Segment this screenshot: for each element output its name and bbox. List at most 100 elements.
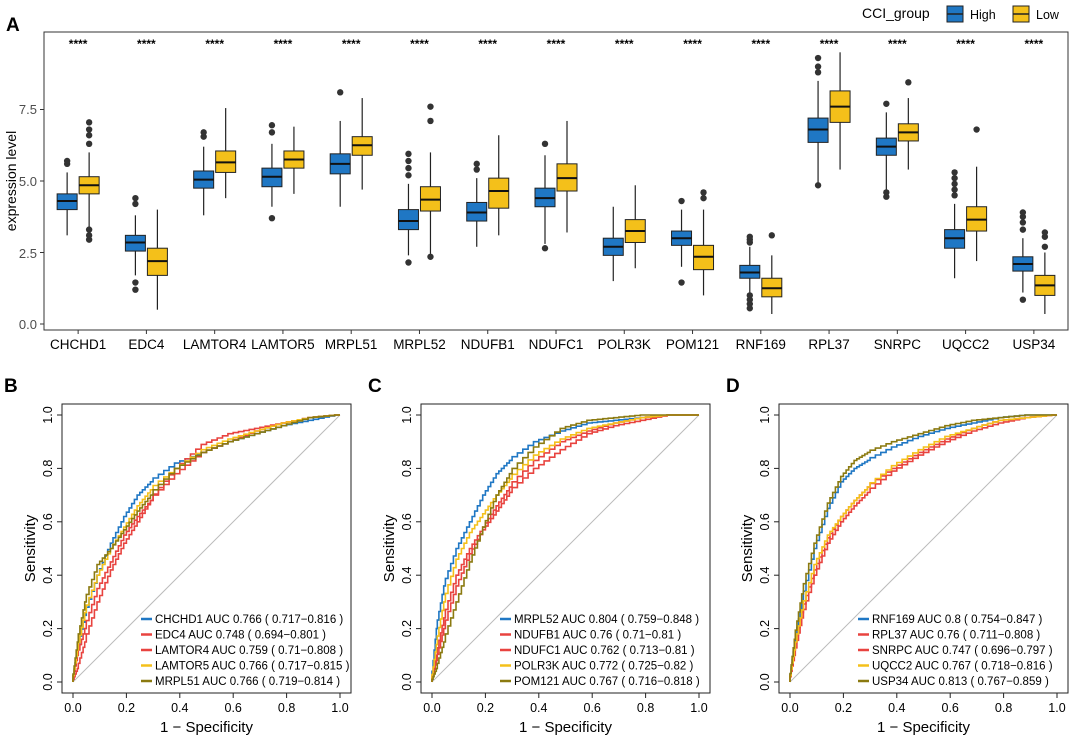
panel-d: D 0.0 0.0 0.2 0.2 0.4 0.4 0.6 0.6 0.8 0.8 1.0 1.0 1 −… bbox=[726, 376, 1069, 736]
y-tick-label: 0.8 bbox=[41, 460, 55, 477]
panel-letter: C bbox=[368, 376, 382, 397]
x-tick-label: USP34 bbox=[1012, 337, 1055, 352]
y-tick-label: 5.0 bbox=[19, 174, 37, 189]
x-tick-label: 0.6 bbox=[942, 701, 959, 715]
x-tick-label: MRPL52 bbox=[393, 337, 446, 352]
roc-curve-rnf169 bbox=[789, 414, 1057, 682]
panel-b: B 0.0 0.0 0.2 0.2 0.4 0.4 0.6 0.6 0.8 0.8 1.0 1.0 1 −… bbox=[4, 376, 352, 736]
y-tick-label: 0.4 bbox=[400, 566, 414, 583]
legend-entry: LAMTOR5 AUC 0.766 ( 0.717−0.815 ) bbox=[155, 661, 350, 673]
boxplot-area: **** **** **** **** **** **** **** **** **** ****… bbox=[56, 37, 1056, 314]
significance-label: **** bbox=[69, 37, 88, 51]
x-tick-label: 0.6 bbox=[225, 701, 242, 715]
outlier-point bbox=[268, 122, 276, 129]
roc-curve-polr3k bbox=[431, 414, 699, 682]
legend-entry: LAMTOR4 AUC 0.759 ( 0.71−0.808 ) bbox=[155, 645, 343, 657]
outlier-point bbox=[85, 132, 93, 139]
x-tick-label: EDC4 bbox=[128, 337, 165, 352]
x-tick-label: RNF169 bbox=[736, 337, 786, 352]
legend-entry: EDC4 AUC 0.748 ( 0.694−0.801 ) bbox=[155, 630, 326, 642]
roc-frame bbox=[61, 403, 352, 694]
outlier-point bbox=[1019, 219, 1027, 226]
y-tick-label: 0.6 bbox=[758, 513, 772, 530]
outlier-point bbox=[1041, 243, 1049, 250]
x-tick-label: NDUFB1 bbox=[461, 337, 515, 352]
x-tick-label: UQCC2 bbox=[942, 337, 989, 352]
x-tick-label: 0.8 bbox=[278, 701, 295, 715]
reference-diagonal bbox=[789, 414, 1058, 683]
box-high bbox=[193, 129, 215, 216]
reference-diagonal bbox=[431, 414, 700, 683]
outlier-point bbox=[85, 226, 93, 233]
roc-curve-snrpc bbox=[789, 414, 1057, 682]
y-axis-label: Sensitivity bbox=[739, 514, 756, 582]
roc-frame bbox=[778, 403, 1069, 694]
legend-entry: RPL37 AUC 0.76 ( 0.711−0.808 ) bbox=[872, 630, 1040, 642]
y-tick-label: 0.0 bbox=[400, 673, 414, 690]
roc-curve-mrpl52 bbox=[431, 414, 699, 682]
x-tick-label: 0.2 bbox=[477, 701, 494, 715]
y-tick-label: 0.0 bbox=[19, 317, 37, 332]
outlier-point bbox=[814, 69, 822, 76]
significance-label: **** bbox=[478, 37, 497, 51]
outlier-point bbox=[85, 119, 93, 126]
outlier-point bbox=[746, 292, 753, 299]
y-tick-label: 0.8 bbox=[400, 460, 414, 477]
legend-entry: USP34 AUC 0.813 ( 0.767−0.859 ) bbox=[872, 676, 1049, 688]
box-high bbox=[397, 150, 419, 266]
box-low bbox=[146, 209, 168, 310]
box-high bbox=[329, 89, 351, 207]
box-low bbox=[351, 98, 373, 190]
box-high bbox=[807, 54, 829, 189]
panel-a-legend: CCI_group High Low bbox=[862, 5, 1060, 23]
outlier-point bbox=[268, 214, 276, 222]
outlier-point bbox=[405, 172, 412, 179]
outlier-point bbox=[951, 180, 958, 188]
outlier-point bbox=[905, 79, 912, 86]
outlier-point bbox=[405, 164, 412, 172]
y-tick-label: 0.6 bbox=[41, 513, 55, 530]
y-axis-label: Sensitivity bbox=[381, 514, 398, 582]
outlier-point bbox=[132, 200, 139, 208]
box-high bbox=[875, 100, 897, 200]
outlier-point bbox=[268, 129, 276, 136]
box-low bbox=[556, 120, 578, 233]
x-axis-label: 1 − Specificity bbox=[877, 719, 970, 736]
roc-curve-uqcc2 bbox=[789, 414, 1057, 682]
panel-letter-a: A bbox=[6, 15, 20, 36]
box-high bbox=[466, 160, 488, 247]
legend-entry: MRPL51 AUC 0.766 ( 0.719−0.814 ) bbox=[155, 676, 340, 688]
outlier-point bbox=[883, 100, 890, 107]
y-tick-label: 0.4 bbox=[758, 566, 772, 583]
box-low bbox=[761, 232, 783, 314]
significance-label: **** bbox=[683, 37, 702, 51]
x-tick-label: 0.4 bbox=[530, 701, 547, 715]
significance-label: **** bbox=[751, 37, 770, 51]
significance-label: **** bbox=[820, 37, 839, 51]
x-tick-label: 1.0 bbox=[331, 701, 348, 715]
box-body bbox=[397, 209, 419, 231]
outlier-point bbox=[427, 253, 434, 260]
box-high bbox=[56, 157, 78, 236]
outlier-point bbox=[1019, 226, 1027, 233]
roc-curve-usp34 bbox=[789, 414, 1057, 682]
y-tick-label: 7.5 bbox=[19, 102, 37, 117]
x-tick-label: 1.0 bbox=[1048, 701, 1065, 715]
box-high bbox=[124, 194, 146, 293]
box-low bbox=[624, 185, 646, 269]
x-tick-label: MRPL51 bbox=[325, 337, 378, 352]
y-tick-label: 1.0 bbox=[41, 406, 55, 423]
panel-a-y-label: expression level bbox=[3, 131, 19, 231]
roc-frame bbox=[420, 403, 711, 694]
box-low bbox=[829, 52, 851, 170]
y-tick-label: 1.0 bbox=[758, 406, 772, 423]
outlier-point bbox=[541, 245, 549, 252]
box-low bbox=[693, 189, 715, 296]
outlier-point bbox=[132, 279, 139, 286]
outlier-point bbox=[700, 194, 707, 202]
significance-label: **** bbox=[956, 37, 975, 51]
y-tick-label: 0.0 bbox=[758, 673, 772, 690]
outlier-point bbox=[85, 140, 93, 148]
x-tick-label: 1.0 bbox=[690, 701, 707, 715]
x-tick-label: RPL37 bbox=[808, 337, 849, 352]
